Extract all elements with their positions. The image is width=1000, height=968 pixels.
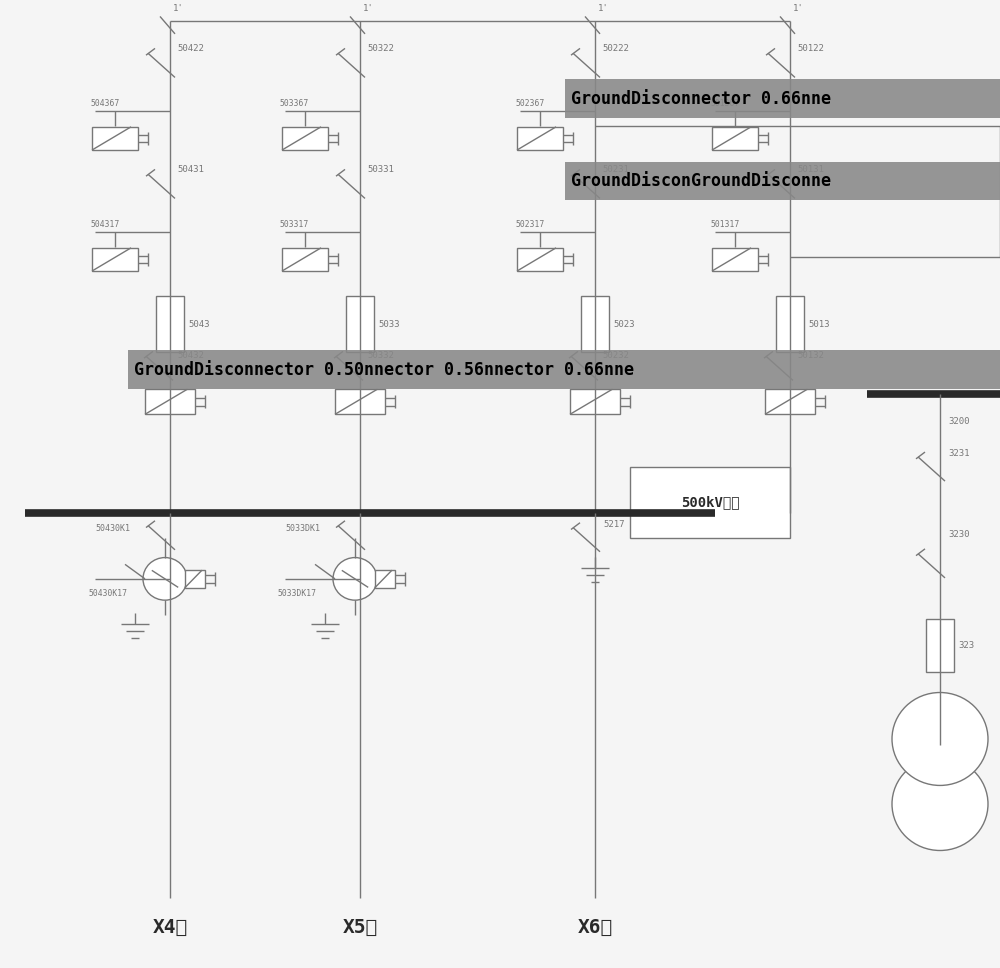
Text: 1': 1' bbox=[793, 4, 804, 14]
Bar bbox=[565, 79, 1000, 118]
Text: GroundDisconnector 0.50nnector 0.56nnector 0.66nne: GroundDisconnector 0.50nnector 0.56nnect… bbox=[134, 361, 634, 378]
Text: X5线: X5线 bbox=[342, 918, 378, 937]
Text: 50432: 50432 bbox=[177, 350, 204, 360]
Bar bbox=[712, 127, 758, 150]
Bar bbox=[375, 570, 395, 588]
Bar bbox=[282, 248, 328, 271]
Text: 5013: 5013 bbox=[808, 319, 830, 329]
Text: 50322: 50322 bbox=[367, 44, 394, 53]
Text: 50232: 50232 bbox=[602, 350, 629, 360]
Bar bbox=[712, 248, 758, 271]
Bar bbox=[335, 389, 385, 414]
Text: 3231: 3231 bbox=[948, 449, 970, 459]
Text: 501317: 501317 bbox=[710, 220, 739, 229]
Bar bbox=[565, 162, 1000, 200]
Text: 1': 1' bbox=[173, 4, 184, 14]
Bar bbox=[926, 620, 954, 672]
Bar bbox=[156, 296, 184, 352]
Bar bbox=[145, 389, 195, 414]
Text: 504367: 504367 bbox=[90, 99, 119, 108]
Text: 1': 1' bbox=[598, 4, 609, 14]
Text: 5033DK17: 5033DK17 bbox=[278, 589, 317, 598]
Bar bbox=[92, 127, 138, 150]
Text: 5033: 5033 bbox=[378, 319, 400, 329]
Bar bbox=[517, 127, 563, 150]
Bar bbox=[570, 389, 620, 414]
Text: GroundDisconGroundDisconne: GroundDisconGroundDisconne bbox=[571, 172, 831, 190]
Bar bbox=[282, 127, 328, 150]
Text: 502367: 502367 bbox=[515, 99, 544, 108]
Text: 50431: 50431 bbox=[177, 165, 204, 174]
Text: 5023: 5023 bbox=[613, 319, 635, 329]
Text: 5043: 5043 bbox=[188, 319, 210, 329]
Bar bbox=[630, 467, 790, 538]
Text: 50430K1: 50430K1 bbox=[95, 524, 130, 533]
Circle shape bbox=[892, 758, 988, 851]
Text: GroundDisconnector 0.66nne: GroundDisconnector 0.66nne bbox=[571, 90, 831, 107]
Text: 50222: 50222 bbox=[602, 44, 629, 53]
Text: 3200: 3200 bbox=[948, 416, 970, 426]
Text: 50422: 50422 bbox=[177, 44, 204, 53]
Text: 50430K17: 50430K17 bbox=[88, 589, 127, 598]
Circle shape bbox=[333, 558, 377, 600]
Bar bbox=[765, 389, 815, 414]
Bar bbox=[128, 350, 1000, 389]
Text: 500kVⅡ母: 500kVⅡ母 bbox=[681, 496, 739, 509]
Text: 50132: 50132 bbox=[797, 350, 824, 360]
Text: 50332: 50332 bbox=[367, 350, 394, 360]
Text: 3230: 3230 bbox=[948, 529, 970, 539]
Text: 50122: 50122 bbox=[797, 44, 824, 53]
Text: X4线: X4线 bbox=[152, 918, 188, 937]
Bar bbox=[581, 296, 609, 352]
Bar bbox=[776, 296, 804, 352]
Text: 50131: 50131 bbox=[797, 165, 824, 174]
Text: 501367: 501367 bbox=[710, 99, 739, 108]
Text: 50331: 50331 bbox=[367, 165, 394, 174]
Text: 5033DK1: 5033DK1 bbox=[285, 524, 320, 533]
Text: 1': 1' bbox=[363, 4, 374, 14]
Bar bbox=[185, 570, 205, 588]
Text: 504317: 504317 bbox=[90, 220, 119, 229]
Bar bbox=[517, 248, 563, 271]
Text: 503317: 503317 bbox=[280, 220, 309, 229]
Circle shape bbox=[143, 558, 187, 600]
Text: 5217: 5217 bbox=[603, 520, 624, 529]
Text: X6线: X6线 bbox=[577, 918, 613, 937]
Circle shape bbox=[892, 692, 988, 785]
Text: 503367: 503367 bbox=[280, 99, 309, 108]
Text: 323: 323 bbox=[958, 641, 974, 650]
Text: 502317: 502317 bbox=[515, 220, 544, 229]
Bar bbox=[92, 248, 138, 271]
Bar bbox=[346, 296, 374, 352]
Text: 50231: 50231 bbox=[602, 165, 629, 174]
